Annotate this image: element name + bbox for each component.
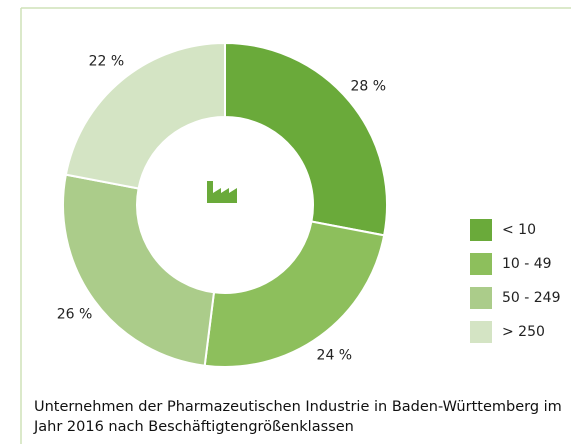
donut-slice bbox=[224, 41, 388, 237]
donut-slice bbox=[64, 41, 226, 190]
legend-label: > 250 bbox=[502, 324, 545, 340]
data-label: 24 % bbox=[317, 347, 353, 363]
legend-label: < 10 bbox=[502, 222, 536, 238]
donut-slice bbox=[203, 220, 386, 368]
donut-slice bbox=[62, 173, 216, 367]
legend-label: 10 - 49 bbox=[502, 256, 552, 272]
chart-title: Unternehmen der Pharmazeutischen Industr… bbox=[34, 399, 562, 435]
factory-icon bbox=[207, 181, 237, 203]
legend-swatch bbox=[470, 253, 492, 275]
legend-swatch bbox=[470, 219, 492, 241]
data-label: 28 % bbox=[351, 78, 387, 94]
data-label: 26 % bbox=[57, 306, 93, 322]
legend-label: 50 - 249 bbox=[502, 290, 561, 306]
legend-swatch bbox=[470, 287, 492, 309]
data-label: 22 % bbox=[89, 54, 125, 70]
legend-swatch bbox=[470, 321, 492, 343]
